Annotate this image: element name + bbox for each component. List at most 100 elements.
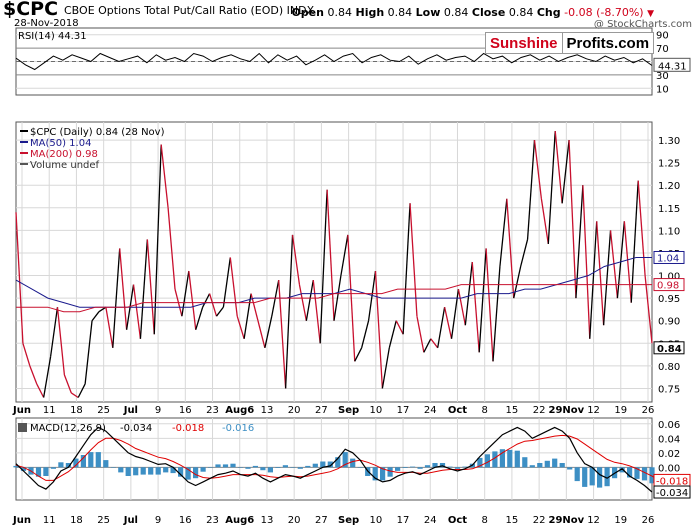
price-segment [84, 320, 93, 385]
x-axis-label: 10 [369, 405, 382, 416]
macd-hist-bar [417, 467, 423, 469]
price-legend-item: $CPC (Daily) 0.84 (28 Nov) [30, 127, 165, 138]
x-axis-label: 27 [315, 405, 328, 416]
price-segment [119, 248, 128, 330]
macd-x-axis-label: 8 [482, 515, 488, 526]
price-segment [409, 203, 418, 317]
price-segment [630, 180, 639, 303]
price-segment [568, 140, 577, 299]
macd-hist-bar [537, 463, 543, 468]
ticker-symbol: $CPC [3, 0, 59, 20]
price-segment [312, 279, 321, 344]
macd-hist-bar [200, 467, 206, 472]
x-axis-label: 11 [43, 405, 56, 416]
price-segment [139, 239, 148, 339]
price-segment [443, 307, 453, 339]
price-segment [471, 261, 480, 353]
price-segment [423, 338, 432, 353]
macd-hist-bar [387, 467, 393, 477]
price-segment [354, 347, 363, 362]
rsi-value-tag [653, 57, 691, 72]
macd-x-axis-label: 20 [288, 515, 301, 526]
macd-hist-bar [462, 466, 468, 468]
price-segment [160, 144, 169, 208]
macd-hist-bar [290, 467, 296, 468]
price-segment [347, 234, 356, 362]
macd-hist-bar [13, 465, 19, 468]
price-segment [208, 293, 218, 317]
rsi-tick-label: 70 [656, 44, 669, 55]
macd-hist-bar [499, 449, 505, 468]
macd-hist-bar [305, 465, 311, 468]
macd-hist-bar [170, 467, 176, 474]
price-segment [278, 280, 287, 389]
macd-x-axis-label: Aug6 [225, 515, 254, 526]
macd-x-axis-label: 29Nov [549, 515, 585, 526]
macd-hist-bar [514, 450, 520, 468]
price-segment [112, 248, 121, 348]
macd-hist-bar [582, 467, 588, 487]
price-segment [596, 221, 605, 326]
macd-x-axis-label: 27 [315, 515, 328, 526]
price-segment [284, 234, 294, 389]
x-axis-label: 23 [206, 405, 219, 416]
macd-hist-bar [110, 467, 116, 468]
x-axis-label: 8 [482, 405, 488, 416]
price-segment [49, 307, 59, 357]
price-segment [43, 356, 52, 398]
macd-hist-bar [80, 455, 86, 468]
macd-hist-bar [380, 467, 386, 481]
x-axis-label: 18 [70, 405, 83, 416]
macd-legend-item: -0.018 [172, 423, 204, 434]
x-axis-label: 13 [261, 405, 274, 416]
macd-legend-item: -0.016 [222, 423, 254, 434]
macd-tick-label: 0.00 [658, 463, 680, 474]
macd-hist-bar [185, 467, 191, 480]
macd-x-axis-label: 19 [614, 515, 627, 526]
price-segment [478, 248, 487, 353]
price-segment [416, 316, 425, 353]
price-tag-label: 1.04 [657, 253, 679, 264]
price-segment [388, 320, 397, 348]
macd-hist-bar [275, 467, 281, 468]
macd-hist-bar [103, 460, 109, 468]
macd-hist-bar [35, 467, 42, 477]
price-segment [236, 316, 245, 339]
price-segment [29, 365, 38, 385]
price-segment [98, 306, 107, 313]
macd-line [15, 426, 653, 493]
stockcharts-credit[interactable]: @ StockCharts.com [593, 19, 692, 30]
open-value: 0.84 [327, 6, 352, 19]
macd-x-axis-label: 24 [424, 515, 437, 526]
x-axis-label: 26 [642, 405, 655, 416]
price-segment [513, 266, 522, 299]
price-segment [644, 275, 653, 344]
price-segment [202, 293, 211, 308]
macd-hist-bar [88, 452, 94, 468]
price-segment [257, 320, 266, 348]
macd-hist-bar [125, 467, 131, 476]
price-legend-item: MA(50) 1.04 [30, 138, 91, 149]
price-segment [520, 239, 529, 267]
macd-hist-bar [522, 457, 528, 468]
macd-hist-bar [260, 467, 266, 471]
price-segment [575, 185, 584, 299]
low-label: Low [415, 6, 441, 19]
rsi-tag-label: 44.31 [658, 61, 687, 72]
macd-hist-bar [20, 467, 27, 471]
macd-x-axis-label: Jul [123, 515, 138, 526]
rsi-tick-label: 90 [656, 31, 669, 42]
price-segment [506, 198, 515, 299]
macd-hist-bar [432, 463, 438, 468]
macd-legend-item: -0.034 [120, 423, 152, 434]
macd-hist-bar [118, 467, 124, 473]
price-tag-close [653, 341, 685, 355]
macd-hist-bar [395, 467, 401, 471]
price-segment [333, 275, 342, 321]
price-tick-label: 1.10 [658, 226, 680, 237]
rsi-line [15, 52, 653, 71]
macd-hist-bar [335, 457, 341, 468]
macd-hist-bar [447, 466, 453, 468]
macd-hist-bar [574, 467, 580, 482]
rsi-legend: RSI(14) 44.31 [18, 31, 87, 42]
